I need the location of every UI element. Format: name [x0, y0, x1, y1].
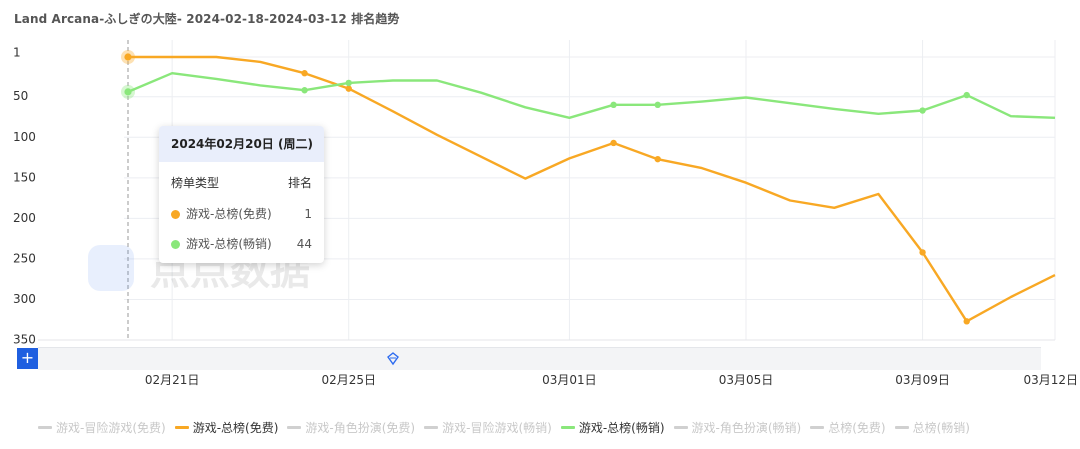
x-tick-label: 03月05日 [719, 373, 774, 387]
tooltip-row-label: 游戏-总榜(畅销) [186, 237, 272, 251]
legend-item[interactable]: 游戏-冒险游戏(畅销) [424, 419, 552, 436]
time-range-slider[interactable] [38, 347, 1041, 370]
tooltip-dot-grossing [171, 240, 180, 249]
legend-item[interactable]: 游戏-角色扮演(畅销) [673, 419, 802, 436]
watermark-logo-icon [88, 245, 134, 291]
tooltip-row-label: 游戏-总榜(免费) [186, 207, 272, 221]
x-tick-label: 03月09日 [895, 373, 950, 387]
data-point [345, 79, 352, 87]
legend-label: 游戏-总榜(畅销) [578, 421, 665, 435]
zoom-add-button[interactable]: + [17, 348, 38, 369]
tooltip-dot-free [171, 210, 180, 219]
x-tick-label: 02月21日 [145, 373, 200, 387]
hover-point [124, 53, 132, 61]
legend-label: 游戏-总榜(免费) [192, 421, 279, 435]
plus-icon: + [20, 348, 35, 367]
series-lines [127, 55, 1056, 323]
tooltip-row-value: 1 [304, 207, 312, 221]
series-line-0 [128, 55, 1056, 323]
series-line-1 [127, 72, 1056, 119]
chart-legend: 游戏-冒险游戏(免费) 游戏-总榜(免费) 游戏-角色扮演(免费) 游戏-冒险游戏(畅… [38, 419, 979, 435]
data-point [345, 85, 352, 92]
legend-item[interactable]: 游戏-总榜(免费) [174, 419, 279, 436]
legend-label: 总榜(畅销) [912, 421, 970, 435]
legend-label: 总榜(免费) [828, 421, 886, 435]
tooltip-row-free: 游戏-总榜(免费) 1 [171, 205, 312, 223]
legend-swatch [174, 426, 189, 429]
x-axis: 02月21日 02月25日 03月01日 03月05日 03月09日 03月12日 [38, 339, 1078, 387]
tooltip-col-rank: 排名 [287, 176, 312, 190]
series-markers [121, 50, 970, 325]
legend-item[interactable]: 总榜(免费) [810, 419, 886, 436]
legend-item[interactable]: 总榜(畅销) [894, 419, 970, 436]
y-tick-label: 1 [13, 46, 21, 60]
legend-swatch [38, 426, 52, 429]
chart-title: Land Arcana-ふしぎの大陸- 2024-02-18-2024-03-1… [14, 12, 400, 26]
legend-swatch [424, 426, 439, 429]
tooltip-row-grossing: 游戏-总榜(畅销) 44 [171, 235, 312, 253]
legend-swatch [810, 426, 825, 429]
x-tick-label: 02月25日 [321, 373, 376, 387]
legend-label: 游戏-角色扮演(畅销) [691, 421, 802, 435]
y-tick-label: 100 [13, 130, 36, 144]
hover-point [124, 88, 132, 96]
tooltip-date: 2024年02月20日 (周二) [159, 126, 324, 162]
legend-item[interactable]: 游戏-角色扮演(免费) [287, 419, 415, 436]
y-tick-label: 350 [13, 333, 36, 347]
legend-label: 游戏-角色扮演(免费) [305, 421, 416, 435]
x-tick-label: 03月01日 [542, 373, 597, 387]
y-tick-label: 50 [13, 89, 28, 103]
chart-tooltip: 2024年02月20日 (周二) 榜单类型 排名 游戏-总榜(免费) 1 游戏-… [159, 126, 324, 263]
data-point [654, 155, 661, 163]
data-point [301, 87, 308, 94]
data-point [963, 318, 970, 325]
legend-swatch [894, 426, 909, 429]
data-point [654, 101, 661, 109]
data-point [610, 101, 617, 109]
x-tick-label: 03月12日 [1023, 373, 1078, 387]
legend-label: 游戏-冒险游戏(畅销) [442, 421, 552, 435]
data-point [301, 70, 308, 77]
y-tick-label: 250 [13, 251, 36, 265]
data-point [963, 91, 970, 99]
legend-item[interactable]: 游戏-总榜(畅销) [560, 419, 665, 436]
data-point [610, 139, 617, 147]
legend-swatch [673, 426, 688, 429]
y-tick-label: 200 [13, 211, 36, 225]
tooltip-col-type: 榜单类型 [171, 176, 220, 190]
legend-item[interactable]: 游戏-冒险游戏(免费) [38, 419, 166, 436]
tooltip-row-value: 44 [296, 237, 312, 251]
y-tick-label: 150 [13, 170, 36, 184]
diamond-handle-icon[interactable] [386, 352, 400, 366]
tooltip-header-row: 榜单类型 排名 [171, 174, 312, 192]
data-point [919, 107, 926, 114]
data-point [919, 249, 926, 256]
legend-label: 游戏-冒险游戏(免费) [56, 421, 166, 435]
legend-swatch [287, 426, 302, 429]
y-tick-label: 300 [13, 292, 36, 306]
legend-swatch [560, 426, 575, 429]
